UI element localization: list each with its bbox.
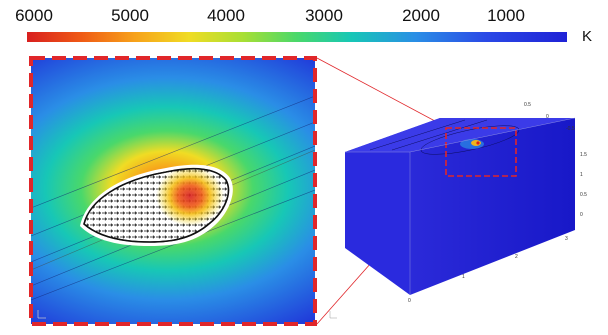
axis-side-0: 0: [580, 212, 583, 218]
axis-bottom-2: 2: [515, 254, 518, 260]
substrate-block: 0.5 0 -0.5 1.5 1 0.5 0 3 2 1 0: [329, 102, 587, 319]
colorbar-tick-labels: 6000 5000 4000 3000 2000 1000: [0, 0, 608, 30]
inset-view: [31, 58, 315, 324]
inset-frame: [29, 56, 317, 326]
block-axis-triad: [329, 311, 337, 319]
tick-2000: 2000: [402, 6, 440, 25]
axis-side-1: 1: [580, 172, 583, 178]
block-left-face: [345, 152, 410, 295]
block-zoom-box: [445, 127, 517, 177]
hot-spot: [156, 166, 224, 226]
tick-3000: 3000: [305, 6, 343, 25]
axis-bottom-1: 1: [462, 274, 465, 280]
axis-top-0: 0: [546, 114, 549, 120]
tick-5000: 5000: [111, 6, 149, 25]
axis-bottom-3: 3: [565, 236, 568, 242]
unit-label: K: [582, 28, 593, 45]
axis-top-0.5: 0.5: [524, 102, 531, 108]
temperature-colorbar: [27, 32, 567, 42]
tick-6000: 6000: [15, 6, 53, 25]
axis-top-neg0.5: -0.5: [566, 126, 575, 132]
axis-side-0.5: 0.5: [580, 192, 587, 198]
tick-4000: 4000: [207, 6, 245, 25]
inset-axis-triad: [37, 310, 46, 319]
tick-1000: 1000: [487, 6, 525, 25]
axis-side-1.5: 1.5: [580, 152, 587, 158]
axis-bottom-0: 0: [408, 298, 411, 304]
block-right-face: [410, 118, 575, 295]
